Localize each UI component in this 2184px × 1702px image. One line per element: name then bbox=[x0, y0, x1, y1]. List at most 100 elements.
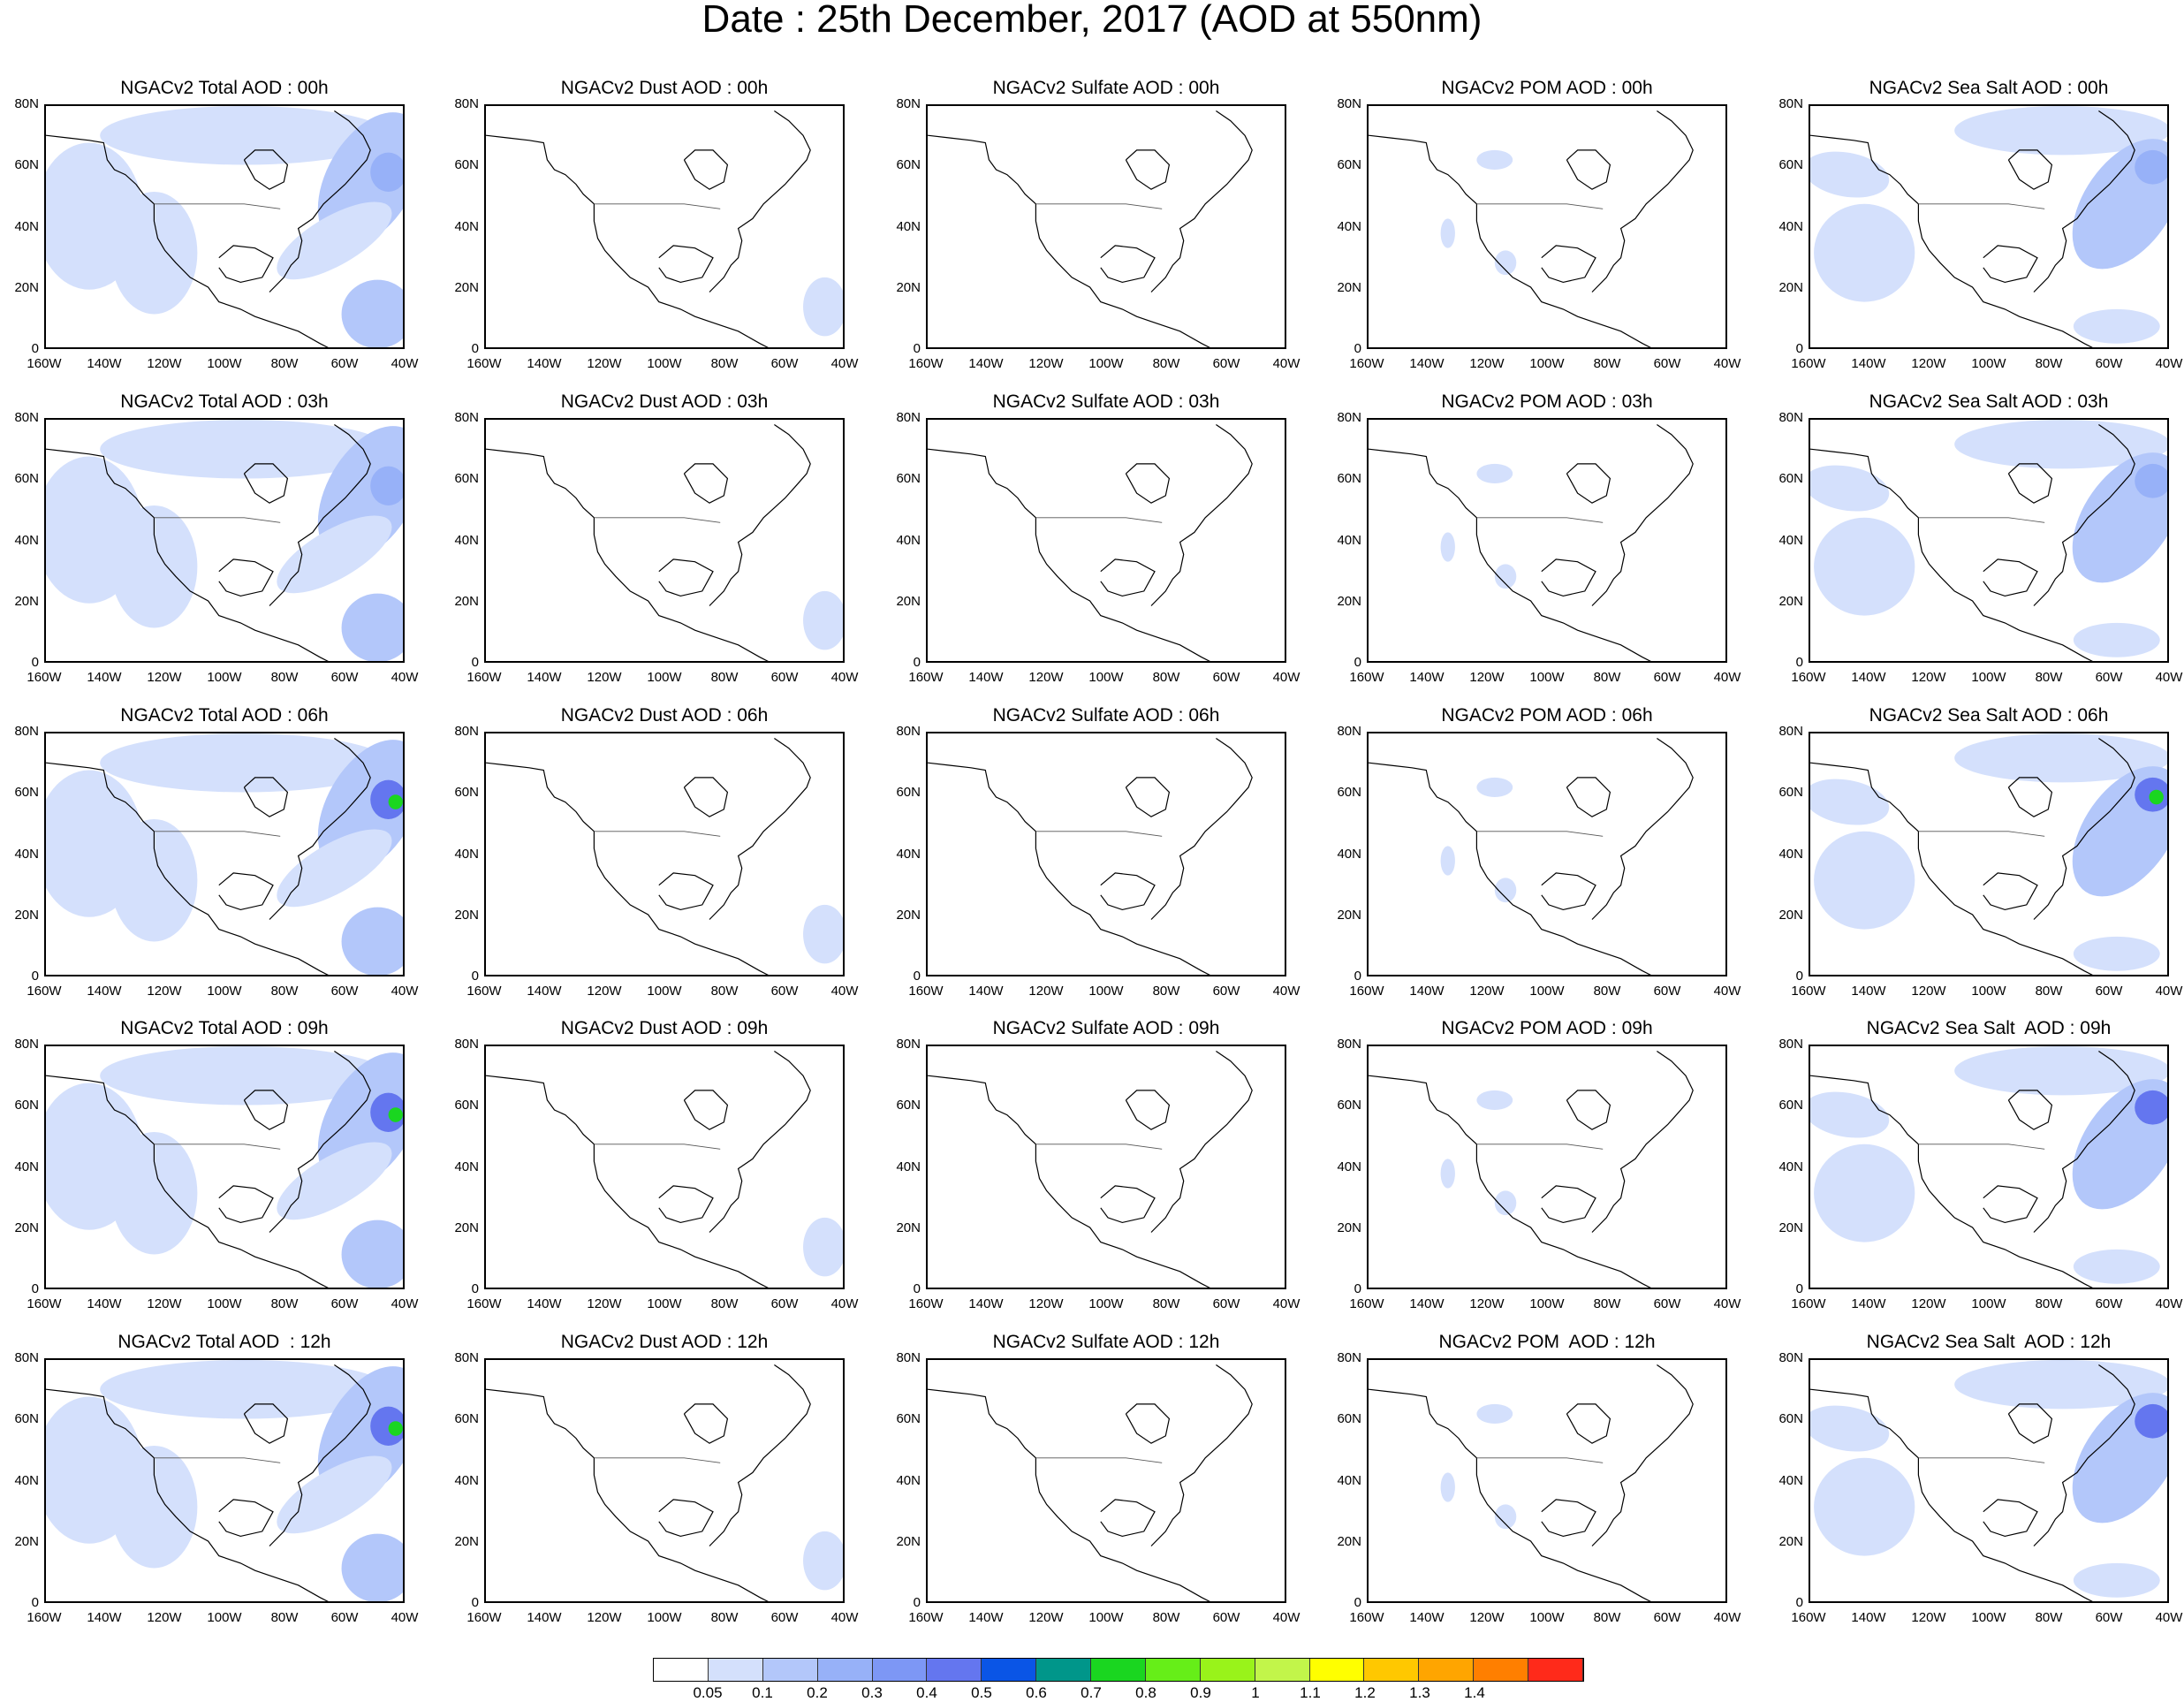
coastline bbox=[1125, 149, 1171, 190]
lon-tick-label: 120W bbox=[587, 356, 622, 371]
lon-tick-label: 40W bbox=[391, 984, 419, 999]
coastline bbox=[1591, 424, 1694, 606]
lon-tick-label: 60W bbox=[2095, 356, 2123, 371]
lat-tick-label: 20N bbox=[14, 593, 39, 609]
coastline bbox=[928, 1388, 1210, 1601]
aod-plume bbox=[1476, 1403, 1513, 1425]
coastline bbox=[2007, 463, 2053, 504]
lon-tick-label: 100W bbox=[647, 984, 682, 999]
colorbar-cell bbox=[982, 1659, 1037, 1681]
country-border bbox=[1035, 517, 1163, 523]
lat-tick-label: 20N bbox=[14, 279, 39, 295]
lon-tick-label: 60W bbox=[1212, 1296, 1240, 1311]
aod-plume bbox=[1494, 878, 1517, 903]
country-border bbox=[1476, 517, 1604, 523]
map-canvas bbox=[1810, 106, 2167, 347]
lon-tick-label: 80W bbox=[710, 1610, 739, 1625]
lat-tick-label: 80N bbox=[14, 724, 39, 739]
lon-tick-label: 80W bbox=[1593, 1610, 1621, 1625]
aod-plume bbox=[388, 1421, 403, 1436]
coastline bbox=[1125, 1403, 1171, 1444]
lon-tick-label: 120W bbox=[1028, 1296, 1064, 1311]
lon-tick-label: 40W bbox=[2155, 984, 2183, 999]
lon-tick-label: 80W bbox=[2035, 984, 2063, 999]
lat-tick-label: 0 bbox=[913, 341, 921, 356]
coastline bbox=[1125, 777, 1171, 817]
coastline bbox=[1541, 1185, 1596, 1224]
aod-plume bbox=[1476, 777, 1513, 798]
lon-tick-label: 80W bbox=[1593, 984, 1621, 999]
lon-tick-label: 60W bbox=[330, 1610, 359, 1625]
map-panel bbox=[926, 1358, 1286, 1603]
coastline bbox=[2007, 149, 2053, 190]
aod-plume bbox=[1494, 250, 1517, 276]
lat-tick-label: 40N bbox=[1778, 218, 1803, 234]
lat-tick-label: 80N bbox=[896, 1350, 921, 1365]
coastline bbox=[1810, 448, 2093, 661]
colorbar-cell bbox=[654, 1659, 709, 1681]
lat-tick-label: 20N bbox=[896, 279, 921, 295]
lat-tick-label: 80N bbox=[1778, 1350, 1803, 1365]
colorbar-label: 0.5 bbox=[971, 1684, 992, 1701]
lon-tick-label: 40W bbox=[830, 670, 859, 685]
country-border bbox=[1918, 203, 2045, 209]
map-canvas bbox=[928, 1364, 1253, 1601]
coastline bbox=[218, 1185, 274, 1224]
lat-tick-label: 80N bbox=[1337, 410, 1361, 425]
lat-tick-label: 80N bbox=[1337, 96, 1361, 111]
panel-title: NGACv2 Total AOD : 09h bbox=[120, 1018, 329, 1038]
aod-plume bbox=[2135, 1090, 2167, 1125]
lon-tick-label: 140W bbox=[527, 984, 562, 999]
coastline bbox=[1100, 1499, 1156, 1538]
lon-tick-label: 160W bbox=[908, 984, 944, 999]
map-canvas bbox=[928, 110, 1253, 347]
lat-tick-label: 80N bbox=[1778, 410, 1803, 425]
lon-tick-label: 140W bbox=[1851, 1610, 1886, 1625]
coastline bbox=[1566, 463, 1611, 504]
map-panel bbox=[1367, 1358, 1727, 1603]
lon-tick-label: 140W bbox=[1409, 356, 1445, 371]
lon-tick-label: 120W bbox=[1911, 356, 1946, 371]
main-title: Date : 25th December, 2017 (AOD at 550nm… bbox=[701, 0, 1483, 41]
coastline bbox=[46, 134, 329, 347]
coastline bbox=[486, 134, 769, 347]
aod-plume bbox=[277, 1142, 392, 1220]
lon-tick-label: 40W bbox=[830, 1610, 859, 1625]
map-panel bbox=[1367, 418, 1727, 663]
lon-tick-label: 140W bbox=[968, 1296, 1004, 1311]
lon-tick-label: 40W bbox=[1713, 1610, 1741, 1625]
coastline bbox=[683, 149, 729, 190]
lon-tick-label: 80W bbox=[270, 670, 299, 685]
aod-plume bbox=[2149, 789, 2164, 805]
lon-tick-label: 100W bbox=[1971, 1610, 2006, 1625]
coastline bbox=[46, 448, 329, 661]
lon-tick-label: 80W bbox=[2035, 1296, 2063, 1311]
lon-tick-label: 60W bbox=[330, 1296, 359, 1311]
lat-tick-label: 60N bbox=[1337, 471, 1361, 487]
lat-tick-label: 40N bbox=[1778, 846, 1803, 862]
coastline bbox=[2033, 1364, 2135, 1546]
map-panel bbox=[926, 732, 1286, 976]
aod-plume bbox=[803, 590, 843, 650]
colorbar-cell bbox=[1091, 1659, 1146, 1681]
lon-tick-label: 40W bbox=[1713, 356, 1741, 371]
aod-plume bbox=[803, 1531, 843, 1591]
lon-tick-label: 120W bbox=[1028, 670, 1064, 685]
coastline bbox=[683, 463, 729, 504]
lon-tick-label: 60W bbox=[770, 1296, 799, 1311]
lon-tick-label: 40W bbox=[2155, 1296, 2183, 1311]
panel-title: NGACv2 Sea Salt AOD : 12h bbox=[1866, 1332, 2112, 1352]
lon-tick-label: 80W bbox=[1152, 1296, 1180, 1311]
coastline bbox=[486, 448, 769, 661]
map-canvas bbox=[46, 1360, 403, 1601]
lat-tick-label: 0 bbox=[913, 655, 921, 670]
aod-plume bbox=[1440, 1159, 1455, 1189]
aod-plume bbox=[100, 106, 389, 165]
lon-tick-label: 60W bbox=[330, 670, 359, 685]
lon-tick-label: 100W bbox=[647, 1296, 682, 1311]
lon-tick-label: 80W bbox=[1152, 1610, 1180, 1625]
coastline bbox=[1100, 1185, 1156, 1224]
lat-tick-label: 0 bbox=[1795, 969, 1803, 984]
lon-tick-label: 140W bbox=[1409, 670, 1445, 685]
lat-tick-label: 20N bbox=[896, 907, 921, 923]
